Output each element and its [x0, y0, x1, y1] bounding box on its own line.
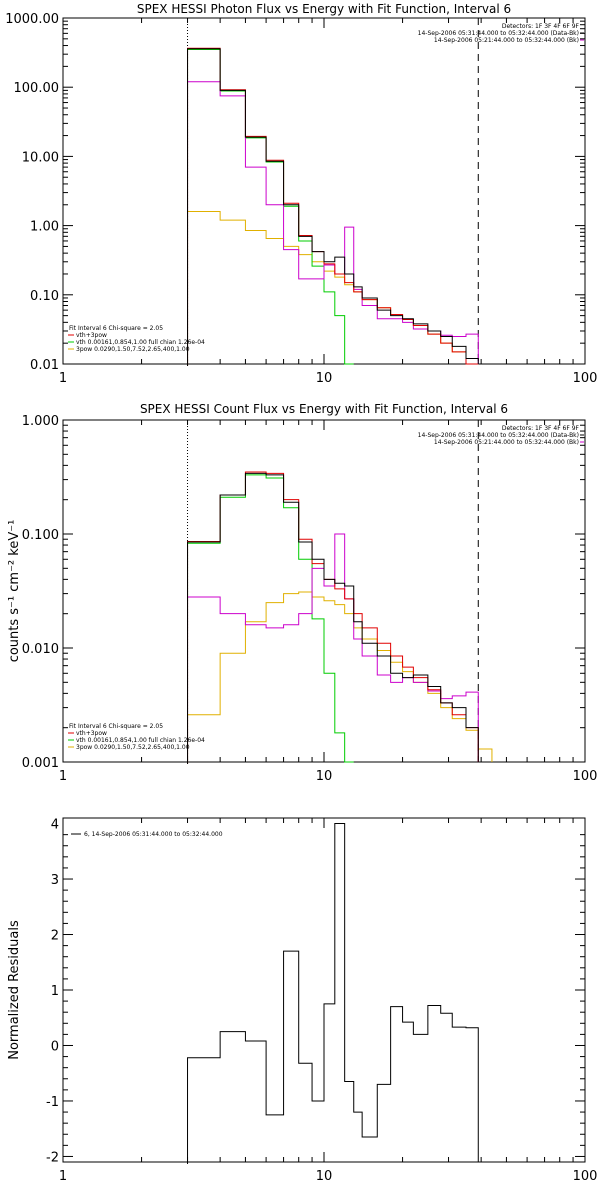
legend-entry: 3pow 0.0290,1.50,7.52,2.65,400,1.00 — [76, 744, 190, 751]
legend-entry: vth+3pow — [76, 730, 107, 737]
header-line: 14-Sep-2006 05:21:44.000 to 05:32:44.000… — [434, 439, 579, 446]
series-line-6-14-sep-2006-05-31-44-0 — [187, 823, 479, 1164]
legend-entry: vth 0.00161,0.854,1.00 full chian 1.26e-… — [76, 339, 205, 346]
y-tick-label: 0.100 — [22, 528, 59, 543]
x-tick-label: 1 — [59, 1169, 67, 1184]
x-tick-label: 100 — [573, 1169, 598, 1184]
header-line: Detectors: 1F 3F 4F 6F 9F — [502, 425, 580, 432]
y-tick-label: 1000.00 — [5, 12, 59, 27]
y-tick-label: 100.00 — [14, 81, 60, 96]
x-tick-label: 10 — [316, 769, 333, 784]
series-line-vth — [187, 49, 354, 366]
x-tick-label: 10 — [316, 371, 333, 386]
y-axis-label: counts s⁻¹ cm⁻² keV⁻¹ — [7, 520, 22, 663]
header-line: 14-Sep-2006 05:31:44.000 to 05:32:44.000… — [418, 432, 579, 439]
y-tick-label: 1.00 — [30, 220, 59, 235]
y-tick-label: 4 — [51, 818, 59, 833]
legend-entry: vth 0.00161,0.854,1.00 full chian 1.26e-… — [76, 737, 205, 744]
y-tick-label: 0.001 — [22, 756, 59, 771]
x-tick-label: 10 — [316, 1169, 333, 1184]
y-tick-label: 0.010 — [22, 642, 59, 657]
y-tick-label: 0 — [51, 1039, 59, 1054]
legend-entry: Fit Interval 6 Chi-square = 2.05 — [69, 723, 163, 730]
series-line-3pow — [187, 591, 493, 764]
y-axis-label: Normalized Residuals — [7, 920, 22, 1060]
photon-flux-panel: SPEX HESSI Photon Flux vs Energy with Fi… — [5, 2, 597, 386]
series-line-14-sep-2006-05-21-44-000 — [187, 81, 479, 366]
y-tick-label: 1 — [51, 984, 59, 999]
y-tick-label: 3 — [51, 873, 59, 888]
header-line: 14-Sep-2006 05:21:44.000 to 05:32:44.000… — [434, 37, 579, 44]
y-tick-label: 0.10 — [30, 289, 59, 304]
legend-entry: 6, 14-Sep-2006 05:31:44.000 to 05:32:44.… — [84, 831, 223, 838]
count-flux-panel: SPEX HESSI Count Flux vs Energy with Fit… — [7, 402, 597, 784]
y-tick-label: 0.01 — [30, 358, 59, 373]
x-tick-label: 1 — [59, 769, 67, 784]
x-tick-label: 100 — [573, 371, 598, 386]
header-line: 14-Sep-2006 05:31:44.000 to 05:32:44.000… — [418, 30, 579, 37]
plot-frame — [62, 419, 586, 763]
series-line-14-sep-2006-05-31-44-000 — [187, 48, 479, 366]
series-line-14-sep-2006-05-21-44-000 — [187, 533, 479, 764]
x-tick-label: 100 — [573, 769, 598, 784]
series-line-14-sep-2006-05-31-44-000 — [187, 472, 479, 764]
y-tick-label: 1.000 — [22, 414, 59, 429]
y-tick-label: -1 — [46, 1095, 59, 1110]
residuals-panel: Normalized Residuals 1 10 100 -2 -1 0 1 2 3 4 6, 14… — [7, 817, 598, 1184]
series-line-vth — [187, 474, 354, 764]
y-tick-label: -2 — [46, 1150, 59, 1165]
chart-title: SPEX HESSI Photon Flux vs Energy with Fi… — [137, 2, 511, 16]
header-line: Detectors: 1F 3F 4F 6F 9F — [502, 23, 580, 30]
x-tick-label: 1 — [59, 371, 67, 386]
legend-entry: Fit Interval 6 Chi-square = 2.05 — [69, 325, 163, 332]
plot-frame — [62, 817, 586, 1163]
series-line-vth-3pow — [187, 471, 479, 764]
plot-frame — [62, 17, 586, 365]
y-tick-label: 2 — [51, 929, 59, 944]
y-tick-label: 10.00 — [22, 150, 59, 165]
series-line-3pow — [187, 210, 479, 366]
legend-entry: vth+3pow — [76, 332, 107, 339]
chart-title: SPEX HESSI Count Flux vs Energy with Fit… — [140, 402, 508, 416]
legend-entry: 3pow 0.0290,1.50,7.52,2.65,400,1.00 — [76, 346, 190, 353]
